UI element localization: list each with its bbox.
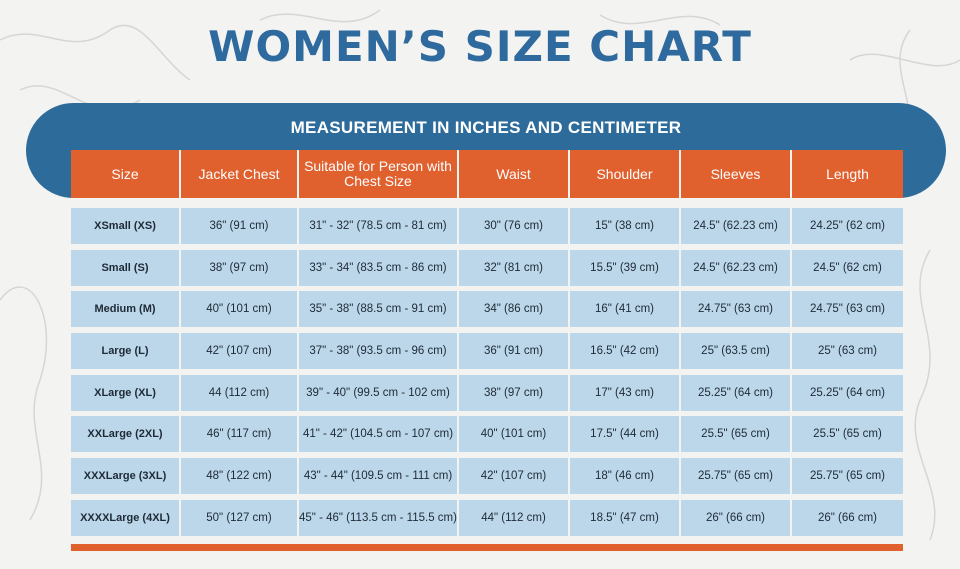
cell-suitable-chest: 35" - 38" (88.5 cm - 91 cm) <box>299 291 459 328</box>
header-suitable-chest: Suitable for Person with Chest Size <box>299 150 459 198</box>
cell-size: Small (S) <box>71 249 181 286</box>
cell-waist: 34" (86 cm) <box>459 291 570 328</box>
cell-waist: 42" (107 cm) <box>459 458 570 495</box>
cell-waist: 38" (97 cm) <box>459 374 570 411</box>
cell-length: 25.25" (64 cm) <box>792 374 903 411</box>
cell-size: XXXXLarge (4XL) <box>71 499 181 536</box>
cell-length: 25" (63 cm) <box>792 333 903 370</box>
cell-jacket-chest: 36" (91 cm) <box>181 208 299 244</box>
cell-suitable-chest: 45" - 46" (113.5 cm - 115.5 cm) <box>299 499 459 536</box>
table-row: XSmall (XS) 36" (91 cm) 31" - 32" (78.5 cm… <box>71 208 903 244</box>
bottom-bar <box>71 544 903 551</box>
cell-length: 24.75" (63 cm) <box>792 291 903 328</box>
cell-suitable-chest: 43" - 44" (109.5 cm - 111 cm) <box>299 458 459 495</box>
cell-sleeves: 26" (66 cm) <box>681 499 792 536</box>
cell-jacket-chest: 40" (101 cm) <box>181 291 299 328</box>
cell-sleeves: 24.5" (62.23 cm) <box>681 249 792 286</box>
cell-sleeves: 25" (63.5 cm) <box>681 333 792 370</box>
header-sleeves: Sleeves <box>681 150 792 198</box>
cell-suitable-chest: 41" - 42" (104.5 cm - 107 cm) <box>299 416 459 453</box>
table-header: Size Jacket Chest Suitable for Person wi… <box>71 150 903 198</box>
cell-shoulder: 18" (46 cm) <box>570 458 681 495</box>
cell-length: 26" (66 cm) <box>792 499 903 536</box>
cell-suitable-chest: 31" - 32" (78.5 cm - 81 cm) <box>299 208 459 244</box>
cell-size: Medium (M) <box>71 291 181 328</box>
cell-suitable-chest: 39" - 40" (99.5 cm - 102 cm) <box>299 374 459 411</box>
cell-waist: 30" (76 cm) <box>459 208 570 244</box>
cell-size: XXLarge (2XL) <box>71 416 181 453</box>
size-table: Size Jacket Chest Suitable for Person wi… <box>71 150 903 542</box>
cell-shoulder: 16" (41 cm) <box>570 291 681 328</box>
cell-jacket-chest: 42" (107 cm) <box>181 333 299 370</box>
cell-sleeves: 24.75" (63 cm) <box>681 291 792 328</box>
cell-sleeves: 25.25" (64 cm) <box>681 374 792 411</box>
cell-waist: 40" (101 cm) <box>459 416 570 453</box>
cell-size: XLarge (XL) <box>71 374 181 411</box>
cell-shoulder: 15.5" (39 cm) <box>570 249 681 286</box>
table-row: Large (L) 42" (107 cm) 37" - 38" (93.5 cm … <box>71 333 903 370</box>
header-jacket-chest: Jacket Chest <box>181 150 299 198</box>
cell-shoulder: 17" (43 cm) <box>570 374 681 411</box>
cell-suitable-chest: 37" - 38" (93.5 cm - 96 cm) <box>299 333 459 370</box>
cell-length: 24.25" (62 cm) <box>792 208 903 244</box>
table-row: XLarge (XL) 44 (112 cm) 39" - 40" (99.5 cm… <box>71 374 903 411</box>
cell-sleeves: 25.75" (65 cm) <box>681 458 792 495</box>
cell-shoulder: 15" (38 cm) <box>570 208 681 244</box>
cell-size: XXXLarge (3XL) <box>71 458 181 495</box>
cell-size: Large (L) <box>71 333 181 370</box>
cell-length: 25.75" (65 cm) <box>792 458 903 495</box>
header-length: Length <box>792 150 903 198</box>
cell-jacket-chest: 50" (127 cm) <box>181 499 299 536</box>
subtitle-text: MEASUREMENT IN INCHES AND CENTIMETER <box>290 118 682 137</box>
table-row: Medium (M) 40" (101 cm) 35" - 38" (88.5 cm… <box>71 291 903 328</box>
header-shoulder: Shoulder <box>570 150 681 198</box>
cell-shoulder: 18.5" (47 cm) <box>570 499 681 536</box>
cell-suitable-chest: 33" - 34" (83.5 cm - 86 cm) <box>299 249 459 286</box>
table-row: Small (S) 38" (97 cm) 33" - 34" (83.5 cm -… <box>71 249 903 286</box>
cell-waist: 44" (112 cm) <box>459 499 570 536</box>
page-title: WOMEN’S SIZE CHART <box>208 22 752 71</box>
table-body: XSmall (XS) 36" (91 cm) 31" - 32" (78.5 cm… <box>71 208 903 536</box>
cell-length: 24.5" (62 cm) <box>792 249 903 286</box>
cell-jacket-chest: 46" (117 cm) <box>181 416 299 453</box>
table-row: XXXLarge (3XL) 48" (122 cm) 43" - 44" (109… <box>71 458 903 495</box>
cell-jacket-chest: 48" (122 cm) <box>181 458 299 495</box>
cell-shoulder: 17.5" (44 cm) <box>570 416 681 453</box>
header-waist: Waist <box>459 150 570 198</box>
cell-sleeves: 25.5" (65 cm) <box>681 416 792 453</box>
table-row: XXLarge (2XL) 46" (117 cm) 41" - 42" (104.… <box>71 416 903 453</box>
cell-length: 25.5" (65 cm) <box>792 416 903 453</box>
cell-waist: 32" (81 cm) <box>459 249 570 286</box>
cell-size: XSmall (XS) <box>71 208 181 244</box>
cell-jacket-chest: 44 (112 cm) <box>181 374 299 411</box>
header-size: Size <box>71 150 181 198</box>
cell-jacket-chest: 38" (97 cm) <box>181 249 299 286</box>
cell-shoulder: 16.5" (42 cm) <box>570 333 681 370</box>
cell-waist: 36" (91 cm) <box>459 333 570 370</box>
table-row: XXXXLarge (4XL) 50" (127 cm) 45" - 46" (11… <box>71 499 903 536</box>
cell-sleeves: 24.5" (62.23 cm) <box>681 208 792 244</box>
